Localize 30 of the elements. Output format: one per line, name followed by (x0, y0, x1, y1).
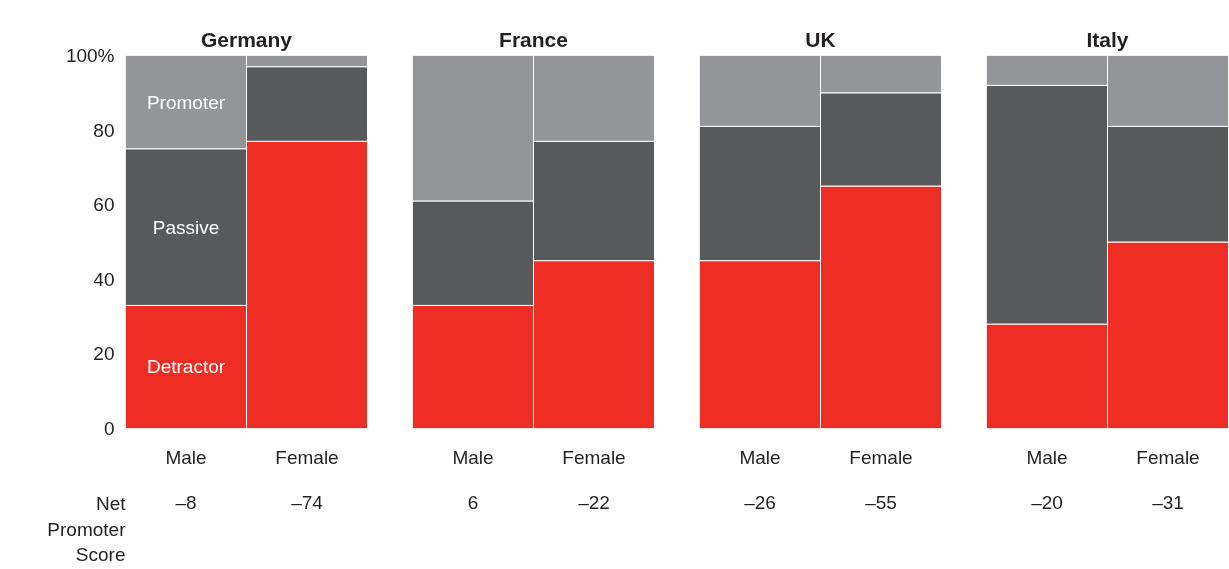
text: Net Promoter Score (47, 493, 127, 565)
y-tick-label: 0 (103, 418, 115, 439)
text: –20 (1031, 492, 1063, 513)
x-tick-label: Male (452, 446, 494, 468)
text: –74 (291, 492, 324, 513)
series-label: Passive (152, 216, 220, 238)
chart-title: Italy (1086, 27, 1129, 51)
x-tick-label: Female (275, 446, 339, 468)
series-label: Detractor (146, 356, 226, 378)
text: –22 (578, 492, 610, 513)
text: 6 (467, 492, 479, 513)
text: –26 (744, 492, 776, 513)
y-tick-label: 40 (93, 268, 115, 290)
y-tick-label: 100% (65, 45, 115, 66)
x-tick-label: Male (1026, 446, 1068, 468)
x-tick-label: Female (562, 446, 626, 468)
text: –8 (175, 492, 197, 513)
text: –31 (1152, 492, 1184, 513)
x-tick-label: Male (739, 446, 781, 468)
chart-title: France (499, 27, 568, 51)
x-tick-label: Female (849, 446, 913, 468)
x-tick-label: Male (165, 446, 207, 468)
y-tick-label: 80 (93, 119, 115, 141)
y-tick-label: 20 (93, 343, 115, 365)
chart-title: Germany (200, 27, 293, 51)
chart-title: UK (805, 27, 836, 51)
text: –55 (865, 492, 897, 513)
x-tick-label: Female (1136, 446, 1200, 468)
y-tick-label: 60 (93, 194, 115, 216)
series-label: Promoter (146, 91, 226, 113)
